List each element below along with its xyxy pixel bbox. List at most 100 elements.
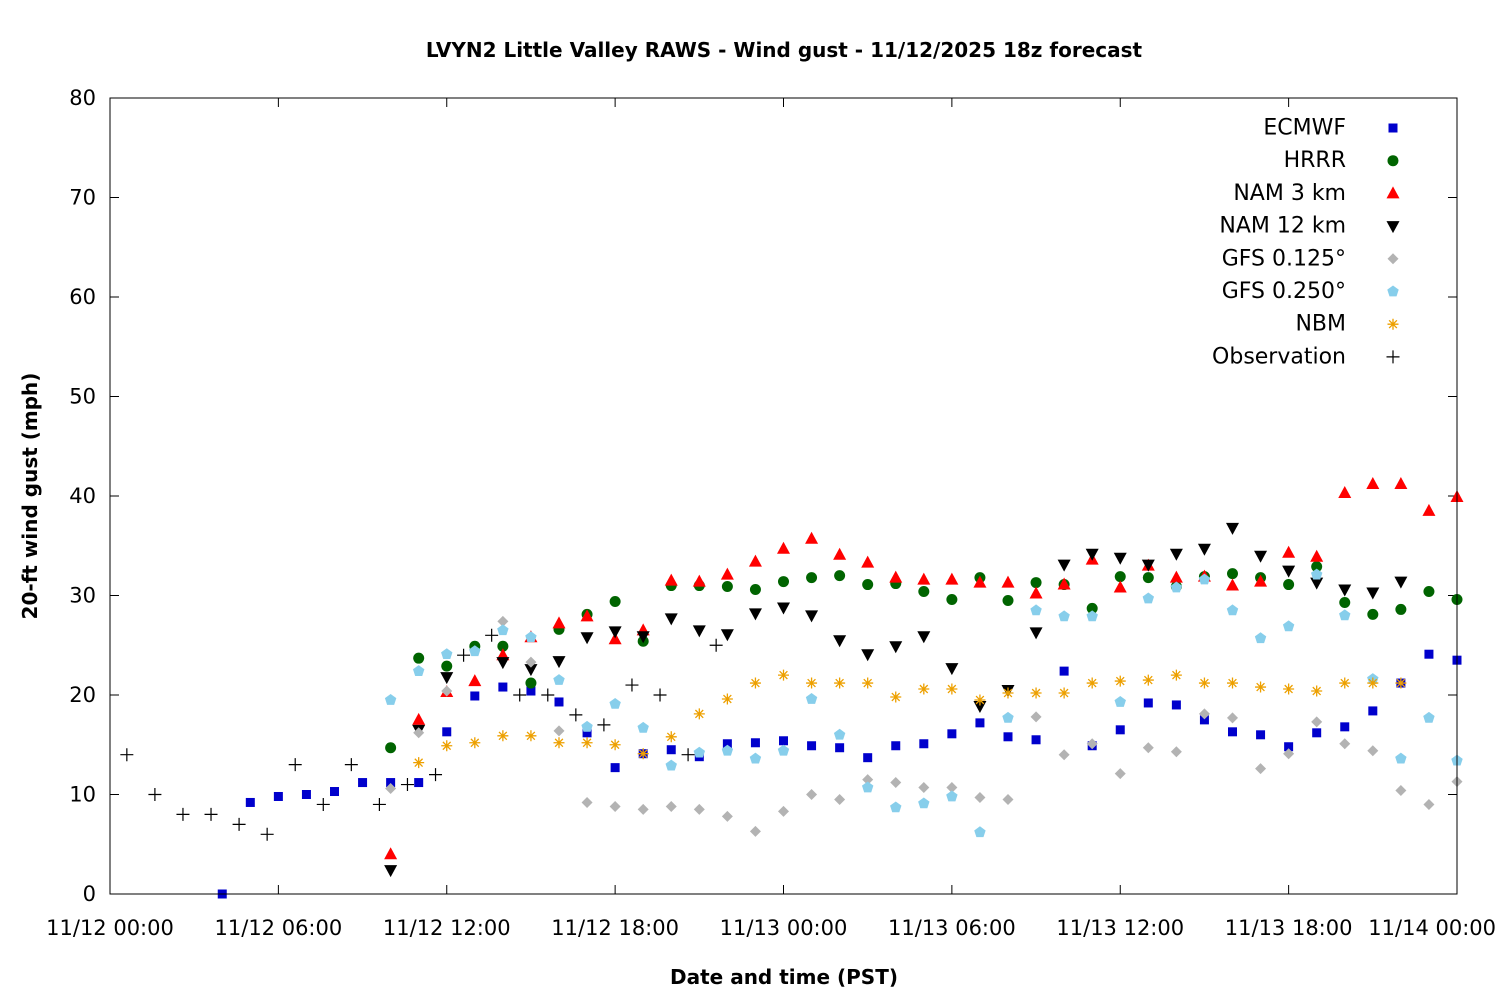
- ecmwf-point: [1059, 666, 1069, 676]
- legend-label-ecmwf: ECMWF: [1263, 116, 1346, 141]
- ecmwf-point: [498, 682, 508, 692]
- gfs-0-250-point: [1310, 568, 1323, 580]
- observation-point: [597, 718, 611, 732]
- nbm-point: [806, 677, 818, 689]
- x-axis-label: Date and time (PST): [670, 965, 898, 989]
- nam-3-km-point: [720, 567, 734, 580]
- gfs-0-250-point: [1002, 711, 1014, 723]
- nam-3-km-point: [889, 570, 903, 583]
- nbm-point: [1058, 687, 1070, 699]
- gfs-0-125-point: [749, 825, 761, 837]
- nam-3-km-point: [1057, 577, 1071, 590]
- nam-3-km-point: [748, 554, 762, 567]
- nam-12-km-point: [1226, 522, 1239, 535]
- nam-3-km-point: [945, 572, 959, 585]
- ecmwf-point: [470, 691, 480, 701]
- observation-point: [625, 678, 639, 692]
- ecmwf-point: [386, 778, 396, 788]
- hrrr-point: [862, 579, 874, 591]
- gfs-0-250-point: [637, 721, 649, 733]
- nam-12-km-point: [777, 602, 790, 615]
- nam-3-km-point: [861, 555, 875, 568]
- legend-label-nbm: NBM: [1295, 312, 1346, 337]
- ecmwf-point: [1199, 715, 1209, 725]
- gfs-0-125-point: [946, 782, 958, 794]
- gfs-0-125-point: [497, 615, 509, 627]
- gfs-0-250-point: [918, 797, 930, 809]
- x-tick-label: 11/13 06:00: [888, 916, 1016, 940]
- nbm-point: [1311, 685, 1323, 697]
- legend-label-hrrr: HRRR: [1284, 148, 1346, 173]
- ecmwf-point: [1256, 730, 1266, 740]
- nam-12-km-point: [1029, 627, 1043, 640]
- observation-point: [288, 758, 302, 772]
- nbm-point: [525, 730, 537, 742]
- gfs-0-125-point: [1311, 716, 1323, 728]
- nam-12-km-series: [384, 522, 1408, 878]
- hrrr-point: [1283, 579, 1295, 591]
- x-tick-label: 11/12 06:00: [215, 916, 343, 940]
- gfs-0-125-point: [441, 685, 453, 697]
- nbm-point: [1030, 687, 1042, 699]
- hrrr-point: [1030, 577, 1042, 589]
- x-tick-label: 11/12 00:00: [46, 916, 174, 940]
- nbm-point: [665, 731, 677, 743]
- hrrr-point: [946, 593, 958, 605]
- hrrr-point: [609, 595, 621, 607]
- nbm-series: [413, 669, 1407, 769]
- gfs-0-250-point: [1058, 610, 1070, 622]
- nam-3-km-point: [1226, 578, 1239, 591]
- ecmwf-point: [779, 736, 788, 746]
- nam-12-km-point: [1141, 559, 1155, 572]
- nam-3-km-point: [973, 575, 987, 588]
- ecmwf-point: [750, 738, 760, 748]
- gfs-0-125-point: [1395, 785, 1407, 797]
- ecmwf-point: [358, 778, 368, 788]
- hrrr-point: [1311, 561, 1323, 573]
- gfs-0-250-point: [974, 826, 986, 838]
- nbm-point: [890, 691, 902, 703]
- nam-12-km-point: [1310, 577, 1324, 590]
- observation-series: [120, 628, 723, 841]
- observation-point: [569, 708, 583, 722]
- observation-point: [513, 688, 527, 702]
- nam-3-km-point: [1366, 477, 1380, 490]
- observation-point: [344, 758, 358, 772]
- gfs-0-250-point: [861, 781, 874, 793]
- gfs-0-250-point: [441, 648, 453, 660]
- nam-3-km-point: [468, 674, 482, 687]
- gfs-0-250-point: [1170, 581, 1183, 593]
- gfs-0-250-point: [665, 759, 677, 771]
- hrrr-point: [1423, 586, 1435, 598]
- nam-12-km-point: [748, 608, 762, 621]
- legend-item-gfs-0-125: GFS 0.125°: [1222, 246, 1399, 271]
- gfs-0-250-point: [1226, 604, 1239, 616]
- nam-12-km-point: [524, 664, 538, 677]
- gfs-0-125-point: [1058, 749, 1070, 761]
- nam-12-km-point: [384, 865, 398, 878]
- legend-marker-gfs-0-125: [1387, 253, 1399, 265]
- nam-12-km-point: [1113, 552, 1127, 565]
- ecmwf-point: [1143, 698, 1153, 708]
- x-tick-label: 11/14 00:00: [1368, 916, 1496, 940]
- nbm-point: [1227, 677, 1238, 689]
- legend-marker-observation: [1386, 350, 1400, 364]
- ecmwf-point: [1340, 722, 1350, 732]
- hrrr-point: [1395, 603, 1407, 615]
- gfs-0-250-point: [833, 728, 846, 740]
- hrrr-point: [1367, 608, 1379, 620]
- gfs-0-125-point: [1339, 738, 1351, 750]
- gfs-0-125-point: [862, 774, 874, 786]
- legend-marker-nam-3-km: [1386, 186, 1400, 199]
- nbm-point: [1367, 677, 1379, 689]
- y-tick-label: 30: [69, 584, 96, 608]
- observation-point: [541, 688, 555, 702]
- nam-12-km-point: [440, 672, 454, 685]
- gfs-0-250-point: [777, 744, 790, 756]
- nam-12-km-point: [1254, 550, 1268, 563]
- nbm-point: [1170, 669, 1182, 681]
- nbm-point: [553, 737, 565, 749]
- nam-12-km-point: [1169, 548, 1183, 561]
- nbm-point: [946, 683, 958, 695]
